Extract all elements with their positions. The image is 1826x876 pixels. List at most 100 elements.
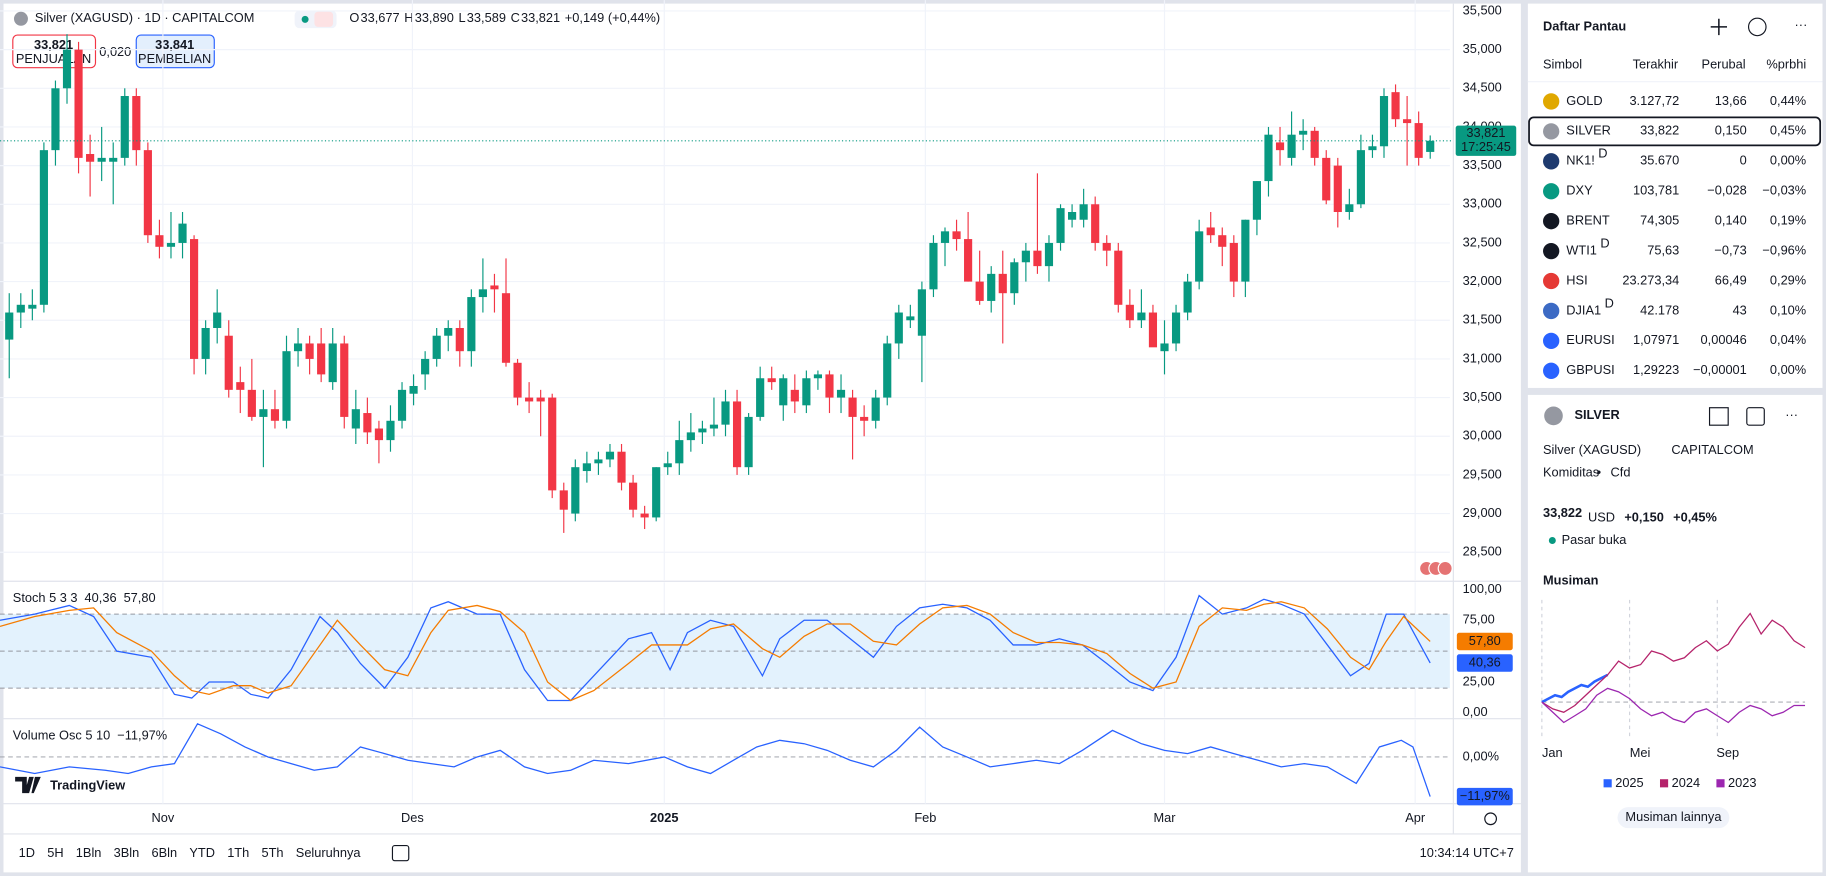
candle-body	[536, 397, 545, 402]
symbol[interactable]: DJIA1	[1566, 302, 1601, 317]
symbol-icon	[1543, 123, 1560, 140]
candle-body	[1275, 142, 1285, 151]
x-tick-label: Sep	[1716, 745, 1739, 760]
more-seasonals-label: Musiman lainnya	[1625, 809, 1722, 824]
y-tick-label: 32,000	[1463, 273, 1502, 288]
y-tick-label: 31,000	[1463, 350, 1502, 365]
date-range-icon[interactable]	[391, 845, 410, 862]
value-tag-label: 40,36	[1469, 654, 1501, 669]
legend-label: 2025	[1615, 775, 1643, 790]
change: −0,028	[1707, 183, 1747, 198]
candle-body	[594, 459, 603, 464]
candle-body	[178, 223, 187, 243]
range-button[interactable]: 3Bln	[114, 845, 140, 860]
symbol-badge: D	[1600, 235, 1609, 250]
symbol[interactable]: HSI	[1566, 272, 1587, 287]
candle-body	[571, 467, 580, 514]
candle-body	[836, 389, 846, 398]
candle-body	[351, 409, 360, 429]
value-tag	[1456, 654, 1513, 672]
range-button[interactable]: 1D	[19, 845, 35, 860]
candle-body	[28, 304, 37, 309]
range-button[interactable]: 5H	[47, 845, 63, 860]
column-header: Terakhir	[1633, 57, 1679, 72]
x-tick-label: Jan	[1542, 745, 1563, 760]
buy-price: 33,841	[155, 37, 194, 52]
range-button[interactable]: 1Th	[227, 845, 249, 860]
candle-body	[652, 467, 661, 518]
add-icon[interactable]	[1710, 18, 1728, 36]
buy-button[interactable]	[135, 34, 215, 69]
candle-body	[201, 327, 210, 359]
y-tick-label: 100,00	[1463, 581, 1502, 596]
symbol-icon	[1543, 242, 1560, 260]
last-price: 1,29223	[1633, 362, 1679, 377]
candle-body	[721, 401, 730, 425]
symbol[interactable]: SILVER	[1566, 123, 1611, 138]
range-button[interactable]: 6Bln	[152, 845, 178, 860]
candle-body	[143, 150, 152, 236]
y-tick-label: 28,500	[1463, 544, 1502, 559]
watchlist-panel	[1527, 3, 1823, 388]
change: 43	[1733, 302, 1747, 317]
y-tick-label: 30,000	[1463, 428, 1502, 443]
symbol[interactable]: EURUSI	[1566, 332, 1614, 347]
candle-body	[860, 416, 869, 421]
more-icon[interactable]: ···	[1795, 17, 1808, 32]
range-button[interactable]: Seluruhnya	[296, 845, 362, 860]
edit-icon[interactable]	[1746, 407, 1765, 426]
candle-body	[1195, 231, 1204, 282]
candle-body	[305, 343, 314, 359]
candle-body	[894, 312, 903, 344]
candle-body	[1033, 250, 1042, 267]
candle-body	[155, 235, 164, 247]
price-change: +0,149 (+0,44%)	[565, 10, 660, 25]
symbol[interactable]: GOLD	[1566, 93, 1602, 108]
settings-icon[interactable]	[1484, 812, 1498, 826]
symbol-icon	[1543, 302, 1560, 320]
range-button[interactable]: YTD	[189, 845, 215, 860]
x-tick-label: Nov	[152, 810, 175, 825]
chart-icon[interactable]	[1747, 17, 1767, 37]
more-icon[interactable]: ···	[1785, 407, 1798, 422]
legend-label: 2024	[1672, 775, 1700, 790]
candle-body	[1241, 219, 1250, 282]
range-button[interactable]: 1Bln	[76, 845, 102, 860]
symbol-icon	[1543, 153, 1560, 170]
sell-label: PENJUALAN	[16, 51, 91, 66]
last-price: 33,822	[1640, 123, 1679, 138]
details-price: 33,822	[1543, 505, 1582, 520]
ohlc-key: H	[404, 10, 413, 25]
ohlc-value: 33,589	[467, 10, 506, 25]
candle-body	[917, 289, 926, 336]
watchlist-title: Daftar Pantau	[1543, 18, 1626, 33]
status-icon	[314, 11, 334, 27]
y-tick-label: 33,000	[1463, 196, 1502, 211]
candle-body	[929, 242, 938, 290]
symbol[interactable]: DXY	[1566, 183, 1593, 198]
details-exchange: CAPITALCOM	[1671, 442, 1753, 457]
candle-body	[559, 490, 568, 510]
symbol[interactable]: BRENT	[1566, 213, 1610, 228]
candle-body	[767, 378, 776, 383]
candle-body	[617, 451, 626, 483]
candle-body	[1426, 140, 1435, 152]
indicator-title: Stoch 5 3 3	[13, 590, 78, 605]
candle-body	[259, 409, 268, 417]
change: 13,66	[1715, 93, 1747, 108]
layout-icon[interactable]	[1708, 407, 1729, 426]
candle-body	[132, 96, 141, 151]
symbol[interactable]: NK1!	[1566, 153, 1594, 168]
candle-body	[374, 428, 384, 441]
symbol-icon	[1543, 213, 1560, 230]
change-pct: −0,96%	[1762, 242, 1806, 257]
candle-body	[270, 409, 280, 421]
candle-body	[1091, 204, 1100, 243]
more-seasonals-button[interactable]	[1617, 807, 1730, 829]
candle-body	[282, 351, 291, 421]
range-button[interactable]: 5Th	[261, 845, 283, 860]
symbol-icon	[1543, 332, 1560, 350]
symbol[interactable]: GBPUSI	[1566, 362, 1614, 377]
symbol[interactable]: WTI1	[1566, 242, 1597, 257]
change-pct: 0,45%	[1770, 123, 1806, 138]
